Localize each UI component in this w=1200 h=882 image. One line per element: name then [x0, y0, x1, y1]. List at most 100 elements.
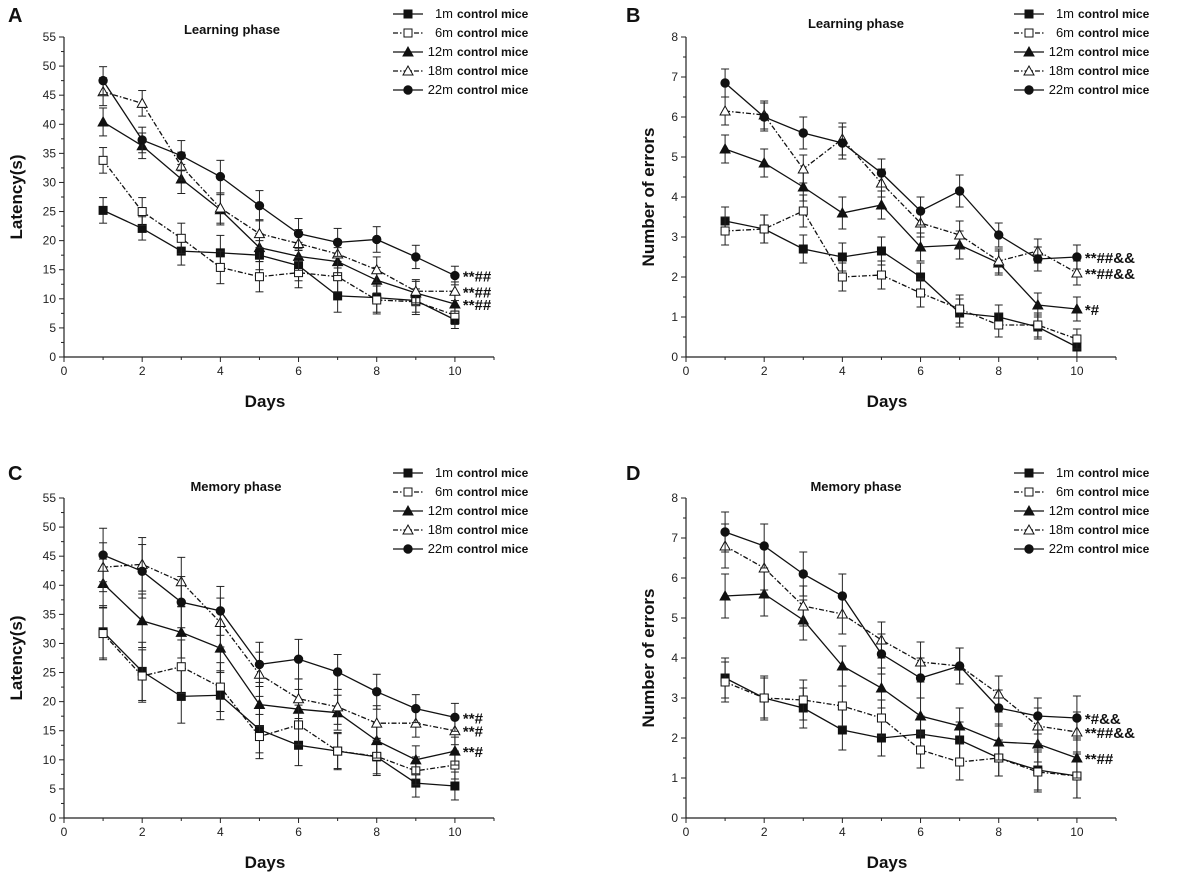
- data-point: [449, 285, 461, 296]
- series-line: [724, 148, 1077, 310]
- data-point: [719, 104, 731, 116]
- data-point: [720, 78, 730, 88]
- data-point: [992, 254, 1005, 266]
- x-tick-label: 6: [295, 825, 302, 839]
- legend-label: 6m: [435, 25, 453, 40]
- x-tick-label: 2: [139, 825, 146, 839]
- data-point: [759, 541, 769, 551]
- data-point: [1033, 767, 1043, 777]
- y-tick-label: 5: [49, 321, 56, 335]
- chart-title: Learning phase: [808, 16, 904, 31]
- data-point: [720, 677, 730, 687]
- data-point: [1031, 298, 1044, 310]
- legend-suffix: control mice: [1078, 542, 1150, 556]
- y-tick-label: 4: [671, 190, 678, 204]
- y-axis-title: Latency(s): [7, 615, 26, 700]
- x-tick-label: 6: [917, 825, 924, 839]
- data-point: [293, 654, 304, 664]
- series-line: [103, 563, 456, 732]
- series-line: [102, 583, 456, 761]
- data-point: [253, 698, 266, 710]
- y-axis-title: Number of errors: [639, 128, 658, 267]
- chart-title: Memory phase: [190, 479, 281, 494]
- series-22m: [720, 68, 1082, 272]
- y-axis-title: Number of errors: [639, 589, 658, 728]
- legend-label: 22m: [1049, 541, 1074, 556]
- legend-marker: [1024, 544, 1034, 554]
- x-tick-label: 4: [217, 825, 224, 839]
- data-point: [332, 667, 343, 677]
- series-18m: [719, 96, 1083, 286]
- data-point: [759, 112, 769, 122]
- data-point: [1033, 711, 1043, 721]
- chart-panel-d: D Memory phase 0 2 4 6 8 10 0 1 2 3 4 5 6 7 8 Days Number …: [626, 463, 1150, 872]
- legend-suffix: control mice: [457, 485, 529, 499]
- data-point: [176, 597, 186, 607]
- data-point: [720, 527, 730, 537]
- series-line: [724, 82, 1077, 260]
- y-tick-label: 55: [43, 30, 57, 44]
- legend-label: 12m: [1049, 44, 1074, 59]
- data-point: [331, 700, 344, 712]
- data-point: [214, 202, 227, 213]
- data-point: [214, 642, 227, 653]
- data-point: [137, 135, 147, 145]
- series-line: [102, 554, 456, 718]
- data-point: [994, 320, 1004, 330]
- legend: 1m control mice 6m control mice 12m control m…: [1014, 6, 1150, 97]
- y-tick-label: 8: [671, 491, 678, 505]
- legend-label: 1m: [1056, 6, 1074, 21]
- legend-marker: [1024, 85, 1034, 95]
- legend-suffix: control mice: [457, 7, 529, 21]
- data-point: [176, 662, 186, 672]
- data-point: [955, 304, 965, 314]
- legend-marker: [1023, 504, 1035, 516]
- x-tick-label: 10: [448, 825, 462, 839]
- data-point: [915, 206, 926, 216]
- legend-marker: [1024, 28, 1034, 38]
- x-tick-label: 0: [683, 364, 690, 378]
- y-tick-label: 8: [671, 30, 678, 44]
- y-tick-label: 50: [43, 59, 57, 73]
- series-line: [724, 531, 1077, 719]
- y-tick-label: 7: [671, 70, 678, 84]
- data-point: [98, 629, 108, 639]
- series-line: [102, 159, 456, 316]
- series-1m: [98, 197, 460, 329]
- legend-suffix: control mice: [1078, 466, 1150, 480]
- series-line: [724, 545, 1078, 733]
- data-point: [758, 156, 771, 168]
- data-point: [372, 295, 382, 305]
- data-point: [914, 240, 927, 252]
- y-tick-label: 7: [671, 531, 678, 545]
- y-tick-label: 35: [43, 146, 57, 160]
- x-tick-label: 10: [1070, 364, 1084, 378]
- x-tick-label: 10: [1070, 825, 1084, 839]
- data-point: [372, 234, 382, 245]
- y-tick-label: 1: [671, 771, 678, 785]
- y-tick-label: 2: [671, 731, 678, 745]
- legend-suffix: control mice: [457, 466, 529, 480]
- x-tick-label: 0: [683, 825, 690, 839]
- data-point: [370, 263, 383, 275]
- significance-label: **#: [463, 744, 484, 761]
- y-tick-label: 6: [671, 571, 678, 585]
- data-point: [215, 606, 226, 616]
- x-axis-title: Days: [867, 392, 908, 411]
- data-point: [876, 649, 887, 659]
- significance-label: **#: [463, 724, 484, 741]
- series-22m: [720, 511, 1082, 741]
- legend-suffix: control mice: [457, 45, 529, 59]
- x-tick-label: 10: [448, 364, 462, 378]
- legend-marker: [403, 9, 413, 19]
- series-line: [102, 209, 456, 321]
- x-tick-label: 4: [839, 825, 846, 839]
- significance-label: **##: [463, 269, 492, 286]
- y-tick-label: 6: [671, 110, 678, 124]
- data-point: [411, 703, 421, 714]
- y-tick-label: 25: [43, 205, 57, 219]
- data-point: [97, 115, 109, 127]
- y-tick-label: 30: [43, 175, 57, 189]
- data-point: [836, 659, 849, 671]
